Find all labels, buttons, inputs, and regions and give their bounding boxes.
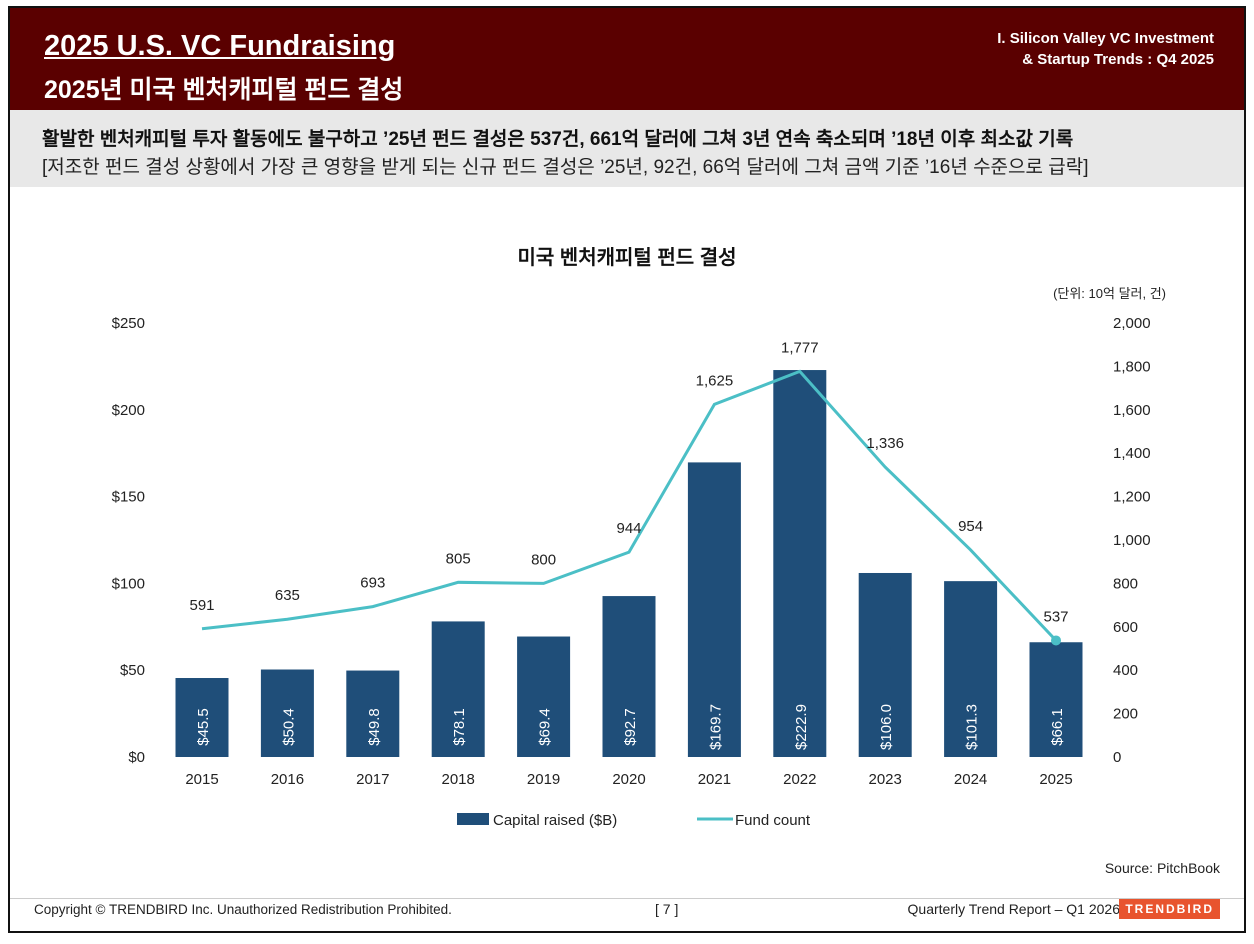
right-tick: 400 (1113, 662, 1138, 679)
footer-divider (10, 898, 1244, 899)
bar (517, 636, 571, 757)
line-label: 1,625 (696, 372, 734, 389)
unit-note: (단위: 10억 달러, 건) (1053, 286, 1166, 301)
page-number: [ 7 ] (655, 901, 679, 917)
left-tick: $0 (128, 749, 145, 766)
left-tick: $50 (120, 662, 145, 679)
bar (431, 621, 485, 757)
x-tick: 2019 (527, 771, 560, 788)
bar-label: $50.4 (280, 708, 297, 746)
left-tick: $100 (112, 575, 145, 592)
section-label: I. Silicon Valley VC Investment & Startu… (997, 28, 1214, 70)
right-tick: 1,800 (1113, 358, 1151, 375)
bar-label: $49.8 (366, 708, 383, 746)
header: 2025 U.S. VC Fundraising 2025년 미국 벤처캐피털 … (10, 8, 1244, 110)
line-label: 1,777 (781, 339, 819, 356)
trendbird-logo: TRENDBIRD (1119, 899, 1220, 919)
section-line2: & Startup Trends : Q4 2025 (1022, 51, 1214, 68)
x-tick: 2025 (1039, 771, 1072, 788)
bar-label: $69.4 (537, 708, 554, 746)
x-tick: 2016 (271, 771, 304, 788)
line-label: 1,336 (866, 435, 904, 452)
bar (773, 370, 827, 757)
bar-label: $222.9 (793, 704, 810, 750)
copyright: Copyright © TRENDBIRD Inc. Unauthorized … (34, 902, 452, 917)
left-tick: $250 (112, 315, 145, 332)
left-tick: $200 (112, 402, 145, 419)
section-line1: I. Silicon Valley VC Investment (997, 30, 1214, 47)
left-tick: $150 (112, 489, 145, 506)
bar (858, 572, 912, 757)
bar-label: $101.3 (964, 704, 981, 750)
legend-bar-swatch (457, 813, 489, 825)
fund-count-line (201, 369, 1058, 642)
source: Source: PitchBook (1104, 860, 1220, 876)
x-tick: 2015 (185, 771, 218, 788)
headline-main: 활발한 벤처캐피털 투자 활동에도 불구하고 ’25년 펀드 결성은 537건,… (42, 129, 1074, 150)
right-tick: 1,200 (1113, 489, 1151, 506)
x-tick: 2018 (442, 771, 475, 788)
right-tick: 1,400 (1113, 445, 1151, 462)
right-tick: 200 (1113, 706, 1138, 723)
line-label: 944 (616, 520, 641, 537)
legend-bar-label: Capital raised ($B) (493, 812, 617, 829)
slide: 2025 U.S. VC Fundraising 2025년 미국 벤처캐피털 … (8, 6, 1246, 933)
report-name: Quarterly Trend Report – Q1 2026 (907, 901, 1120, 917)
legend-line-label: Fund count (735, 812, 811, 829)
right-tick: 600 (1113, 619, 1138, 636)
bar (175, 678, 229, 757)
bar-label: $169.7 (707, 704, 724, 750)
x-tick: 2024 (954, 771, 987, 788)
line-label: 800 (531, 551, 556, 568)
title-ko: 2025년 미국 벤처캐피털 펀드 결성 (44, 76, 404, 104)
bar-label: $78.1 (451, 708, 468, 746)
line-label: 537 (1043, 608, 1068, 625)
line-label: 954 (958, 518, 983, 535)
line-label: 591 (189, 597, 214, 614)
bar-label: $106.0 (878, 704, 895, 750)
bar (260, 669, 314, 757)
right-tick: 1,000 (1113, 532, 1151, 549)
bar (687, 462, 741, 757)
headline-band: 활발한 벤처캐피털 투자 활동에도 불구하고 ’25년 펀드 결성은 537건,… (10, 110, 1244, 187)
headline-sub: [저조한 펀드 결성 상황에서 가장 큰 영향을 받게 되는 신규 펀드 결성은… (42, 157, 1089, 178)
line-label: 805 (446, 550, 471, 567)
line-end-point (1051, 635, 1061, 646)
chart-title: 미국 벤처캐피털 펀드 결성 (517, 246, 736, 269)
right-tick: 800 (1113, 575, 1138, 592)
x-tick: 2020 (612, 771, 645, 788)
bar-label: $66.1 (1049, 708, 1066, 746)
bar-label: $92.7 (622, 708, 639, 746)
right-tick: 2,000 (1113, 315, 1151, 332)
bar (944, 581, 998, 757)
bar (602, 596, 656, 757)
bar (1029, 642, 1083, 757)
line-label: 635 (275, 587, 300, 604)
bar (346, 670, 400, 757)
x-tick: 2023 (869, 771, 902, 788)
line-label: 693 (360, 575, 385, 592)
right-tick: 0 (1113, 749, 1121, 766)
right-tick: 1,600 (1113, 402, 1151, 419)
title-en: 2025 U.S. VC Fundraising (44, 30, 396, 62)
x-tick: 2021 (698, 771, 731, 788)
x-tick: 2017 (356, 771, 389, 788)
x-tick: 2022 (783, 771, 816, 788)
bar-label: $45.5 (195, 708, 212, 746)
